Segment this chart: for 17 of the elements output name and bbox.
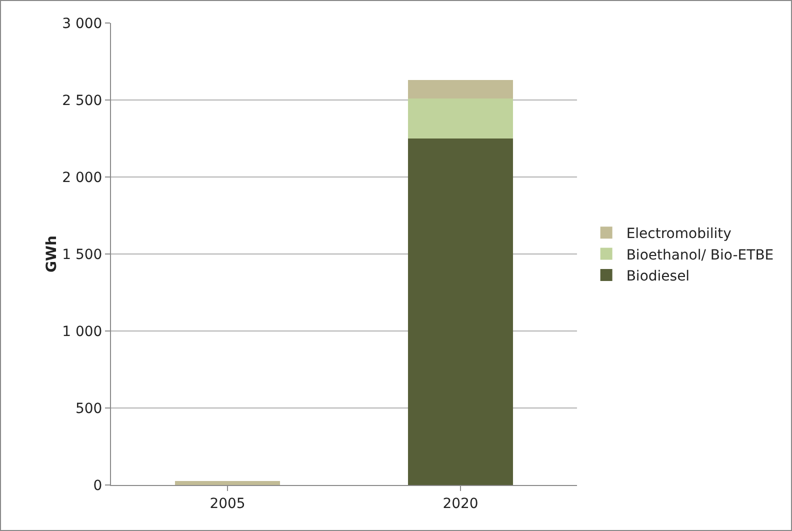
y-tick-label: 1 500 <box>62 246 102 263</box>
x-tick-label: 2020 <box>442 496 478 512</box>
bar <box>408 80 513 98</box>
bar <box>408 98 513 138</box>
bar <box>408 138 513 485</box>
y-tick-label: 2 500 <box>62 92 102 109</box>
legend-label: Biodiesel <box>626 268 690 284</box>
y-tick-label: 1 000 <box>62 324 102 340</box>
y-axis-title: GWh <box>44 236 60 272</box>
legend-label: Electromobility <box>626 226 732 242</box>
legend-label: Bioethanol/ Bio-ETBE <box>626 247 774 264</box>
y-tick-label: 0 <box>93 478 102 494</box>
bar <box>175 481 280 485</box>
y-tick-label: 3 000 <box>62 16 102 32</box>
x-tick-label: 2005 <box>210 496 246 512</box>
y-tick-label: 500 <box>75 400 102 417</box>
y-tick-label: 2 000 <box>62 170 102 186</box>
